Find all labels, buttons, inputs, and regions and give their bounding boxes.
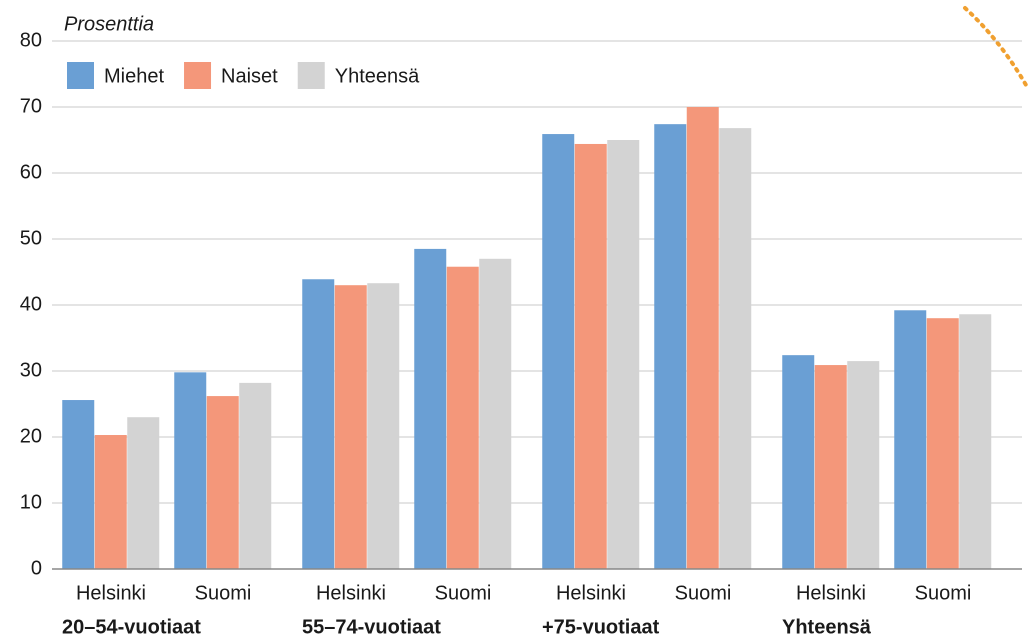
bar	[479, 258, 512, 569]
legend-label: Yhteensä	[335, 65, 420, 87]
x-tick-label: Suomi	[675, 582, 732, 604]
bar	[574, 143, 607, 569]
legend-label: Miehet	[104, 65, 164, 87]
x-tick-label: Suomi	[195, 582, 252, 604]
x-tick-label: Suomi	[915, 582, 972, 604]
bar	[959, 314, 992, 569]
bar	[414, 248, 447, 569]
bar	[847, 361, 880, 569]
bar	[62, 400, 95, 569]
y-tick-label: 70	[20, 95, 42, 117]
bar	[719, 128, 752, 569]
legend-swatch	[184, 62, 212, 89]
y-tick-label: 80	[20, 29, 42, 51]
bar	[302, 279, 335, 569]
bar	[894, 310, 927, 569]
legend-swatch	[67, 62, 94, 89]
x-tick-label: Helsinki	[556, 582, 626, 604]
y-tick-label: 0	[31, 557, 42, 579]
legend-label: Naiset	[221, 65, 278, 87]
decoration-arc	[963, 6, 1028, 87]
bar	[607, 140, 640, 569]
group-label: 55–74-vuotiaat	[302, 616, 441, 638]
group-label: +75-vuotiaat	[542, 616, 660, 638]
y-tick-label: 30	[20, 359, 42, 381]
y-axis-label: Prosenttia	[64, 13, 154, 35]
bar	[542, 134, 575, 569]
x-tick-label: Suomi	[435, 582, 492, 604]
legend-swatch	[297, 62, 325, 89]
x-tick-label: Helsinki	[76, 582, 146, 604]
bar	[334, 285, 367, 569]
bar	[367, 283, 400, 569]
bar	[654, 124, 687, 569]
bar	[206, 396, 239, 569]
x-tick-label: Helsinki	[796, 582, 866, 604]
y-tick-label: 20	[20, 425, 42, 447]
x-tick-label: Helsinki	[316, 582, 386, 604]
y-tick-label: 60	[20, 161, 42, 183]
bar	[446, 266, 479, 569]
bar	[174, 372, 207, 569]
group-label: 20–54-vuotiaat	[62, 616, 201, 638]
bar	[926, 318, 959, 569]
y-tick-label: 40	[20, 293, 42, 315]
bar	[814, 365, 847, 569]
bar	[782, 355, 815, 569]
bar	[127, 417, 160, 569]
bar	[686, 107, 719, 569]
group-label: Yhteensä	[782, 616, 872, 638]
y-tick-label: 50	[20, 227, 42, 249]
bar	[94, 435, 127, 569]
y-tick-label: 10	[20, 491, 42, 513]
bar	[239, 382, 272, 569]
